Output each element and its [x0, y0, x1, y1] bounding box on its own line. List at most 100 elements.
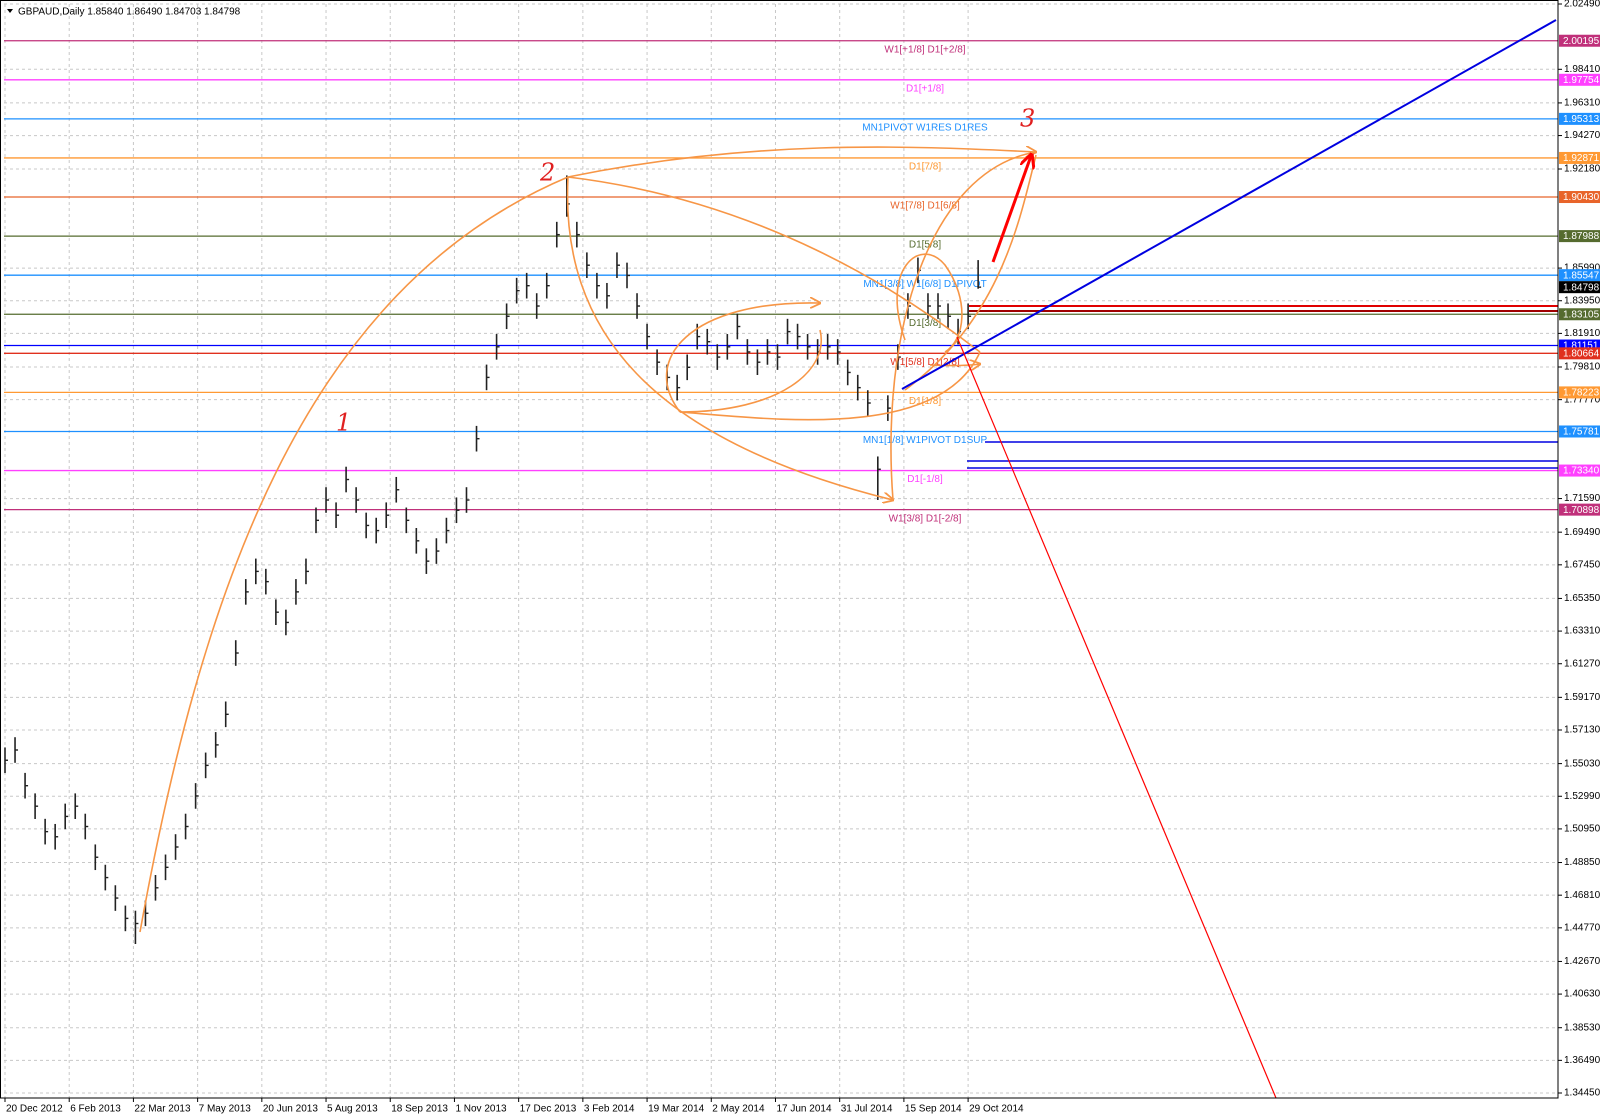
wave-label: 2 — [539, 159, 555, 187]
level-name: D1[-1/8] — [907, 474, 943, 485]
level-name: MN1PIVOT W1RES D1RES — [862, 123, 988, 134]
y-tick-label: 1.71590 — [1564, 493, 1600, 504]
wave-arc — [896, 253, 963, 353]
y-tick-label: 1.94270 — [1564, 130, 1600, 141]
level-name: D1[7/8] — [909, 162, 941, 173]
x-tick-label: 31 Jul 2014 — [841, 1104, 893, 1115]
price-label: 1.70898 — [1563, 505, 1600, 516]
y-tick-label: 1.77770 — [1564, 394, 1600, 405]
wave-arc — [890, 151, 1037, 501]
price-label-box — [1559, 503, 1600, 516]
price-label-box — [1559, 34, 1600, 47]
price-label-box — [1559, 73, 1600, 86]
plot-frame — [0, 0, 1559, 1099]
y-tick-label: 1.85990 — [1564, 263, 1600, 274]
y-tick-label: 1.69490 — [1564, 527, 1600, 538]
x-tick-label: 17 Dec 2013 — [520, 1104, 577, 1115]
y-tick-label: 2.02490 — [1564, 0, 1600, 10]
levels: W1[+1/8] D1[+2/8] D1[+1/8] MN1PIVOT W1RES … — [4, 40, 1558, 524]
current-price-box — [1559, 281, 1600, 294]
level-name: W1[5/8] D1[2/8] — [890, 357, 960, 368]
wave-label: 1 — [336, 409, 351, 437]
price-label: 2.00195 — [1563, 36, 1600, 47]
price-label-box — [1559, 347, 1600, 360]
y-tick-label: 1.55030 — [1564, 758, 1600, 769]
price-label: 1.85547 — [1563, 270, 1600, 281]
level-name: D1[5/8] — [909, 240, 941, 251]
wave-arc — [567, 147, 1036, 178]
y-tick-label: 1.67450 — [1564, 559, 1600, 570]
price-label: 1.83105 — [1563, 309, 1600, 320]
y-tick-label: 1.48850 — [1564, 857, 1600, 868]
price-label-box — [1559, 308, 1600, 321]
level-name: MN1[1/8] W1PIVOT D1SUP — [863, 435, 988, 446]
x-tick-label: 20 Jun 2013 — [263, 1104, 318, 1115]
y-tick-label: 1.83950 — [1564, 295, 1600, 306]
price-label-box — [1559, 112, 1600, 125]
menu-triangle — [7, 9, 13, 13]
price-label-box — [1559, 151, 1600, 164]
price-label-box — [1559, 464, 1600, 477]
x-tick-label: 2 May 2014 — [712, 1104, 765, 1115]
price-label: 1.73340 — [1563, 466, 1600, 477]
x-tick-label: 17 Jun 2014 — [776, 1104, 831, 1115]
y-tick-label: 1.36490 — [1564, 1055, 1600, 1066]
x-tick-label: 1 Nov 2013 — [455, 1104, 507, 1115]
wave-arc — [904, 154, 1037, 391]
trend-line — [901, 19, 1557, 390]
x-tick-label: 6 Feb 2013 — [70, 1104, 121, 1115]
price-label-box — [1559, 230, 1600, 243]
price-label: 1.81151 — [1563, 341, 1599, 352]
level-name: D1[3/8] — [909, 318, 941, 329]
y-tick-label: 1.92180 — [1564, 164, 1600, 175]
x-tick-label: 20 Dec 2012 — [6, 1104, 63, 1115]
price-label: 1.78223 — [1563, 388, 1600, 399]
wave-arc — [679, 329, 823, 413]
y-tick-label: 1.98410 — [1564, 64, 1600, 75]
price-label-box — [1559, 191, 1600, 204]
x-tick-label: 15 Sep 2014 — [905, 1104, 962, 1115]
price-label-box — [1559, 269, 1600, 282]
price-label: 1.92871 — [1563, 153, 1600, 164]
target-arrow — [991, 156, 1031, 263]
y-tick-label: 1.59170 — [1564, 692, 1600, 703]
y-tick-label: 1.50950 — [1564, 824, 1600, 835]
level-name: MN1[3/8] W1[6/8] D1PIVOT — [863, 279, 986, 290]
wave-arc — [567, 176, 981, 353]
y-tick-label: 1.96310 — [1564, 98, 1600, 109]
price-label: 1.95313 — [1563, 114, 1600, 125]
y-tick-label: 1.40630 — [1564, 989, 1600, 1000]
level-name: D1[+1/8] — [906, 83, 944, 94]
y-tick-label: 1.38530 — [1564, 1022, 1600, 1033]
level-name: W1[3/8] D1[-2/8] — [889, 513, 962, 524]
x-tick-label: 18 Sep 2013 — [391, 1104, 448, 1115]
chart-title: GBPAUD,Daily 1.85840 1.86490 1.84703 1.8… — [18, 7, 241, 18]
y-tick-label: 1.79810 — [1564, 362, 1600, 373]
grid — [4, 3, 1558, 1098]
y-tick-label: 1.52990 — [1564, 791, 1600, 802]
y-tick-label: 1.57130 — [1564, 725, 1600, 736]
price-label-box — [1559, 386, 1600, 399]
price-label-box — [1559, 425, 1600, 438]
x-tick-label: 7 May 2013 — [199, 1104, 252, 1115]
y-tick-label: 1.61270 — [1564, 658, 1600, 669]
wave-arc — [566, 176, 893, 500]
x-tick-label: 5 Aug 2013 — [327, 1104, 378, 1115]
y-tick-label: 1.63310 — [1564, 626, 1600, 637]
price-label: 1.90430 — [1563, 192, 1600, 203]
y-tick-label: 1.34450 — [1564, 1088, 1600, 1099]
y-tick-label: 1.46810 — [1564, 890, 1600, 901]
price-label: 1.80664 — [1563, 348, 1600, 359]
trend-line — [956, 336, 1277, 1099]
price-label: 1.87988 — [1563, 231, 1600, 242]
wave-arc — [665, 303, 820, 413]
y-tick-label: 1.42670 — [1564, 956, 1600, 967]
y-tick-label: 1.65350 — [1564, 593, 1600, 604]
x-tick-label: 3 Feb 2014 — [584, 1104, 635, 1115]
level-name: W1[+1/8] D1[+2/8] — [884, 44, 965, 55]
price-label: 1.97754 — [1563, 75, 1600, 86]
